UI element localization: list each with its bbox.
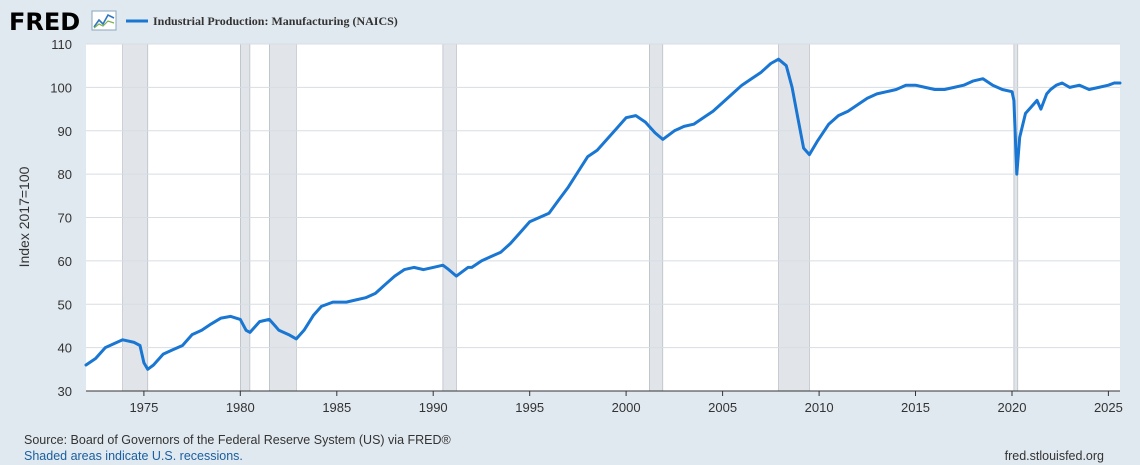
footer: Source: Board of Governors of the Federa… (24, 433, 1104, 463)
x-tick-label: 2005 (708, 400, 737, 415)
header: FRED Industrial Production: Manufacturin… (9, 8, 398, 36)
x-tick-label: 2000 (612, 400, 641, 415)
y-tick-label: 40 (58, 341, 72, 356)
x-tick-label: 2025 (1094, 400, 1123, 415)
legend-label: Industrial Production: Manufacturing (NA… (153, 14, 398, 28)
x-tick-label: 1995 (515, 400, 544, 415)
y-tick-label: 70 (58, 211, 72, 226)
series-layer (84, 57, 1122, 371)
fred-url-link[interactable]: fred.stlouisfed.org (1005, 449, 1104, 463)
y-tick-label: 100 (50, 80, 72, 95)
x-tick-label: 2010 (805, 400, 834, 415)
x-tick-label: 1975 (129, 400, 158, 415)
series-line (84, 57, 1122, 371)
y-tick-label: 30 (58, 384, 72, 399)
x-tick-label: 1980 (226, 400, 255, 415)
source-text: Source: Board of Governors of the Federa… (24, 433, 452, 447)
x-tick-label: 1990 (419, 400, 448, 415)
recession-note-link[interactable]: Shaded areas indicate U.S. recessions. (24, 449, 243, 463)
fred-logo[interactable]: FRED (9, 8, 80, 36)
y-tick-label: 110 (51, 37, 72, 52)
y-tick-label: 80 (58, 167, 72, 182)
y-axis-ticks: 30 40 50 60 70 80 90 100 110 (50, 37, 72, 399)
fred-trend-icon (91, 10, 117, 31)
y-tick-label: 60 (58, 254, 72, 269)
y-tick-label: 50 (58, 297, 72, 312)
x-tick-label: 1985 (322, 400, 351, 415)
y-axis-title: Index 2017=100 (16, 166, 32, 267)
x-tick-label: 2020 (998, 400, 1027, 415)
x-tick-label: 2015 (901, 400, 930, 415)
x-axis-ticks: 1975 1980 1985 1990 1995 2000 2005 2010 2015 2020… (86, 390, 1123, 415)
y-tick-label: 90 (58, 124, 72, 139)
